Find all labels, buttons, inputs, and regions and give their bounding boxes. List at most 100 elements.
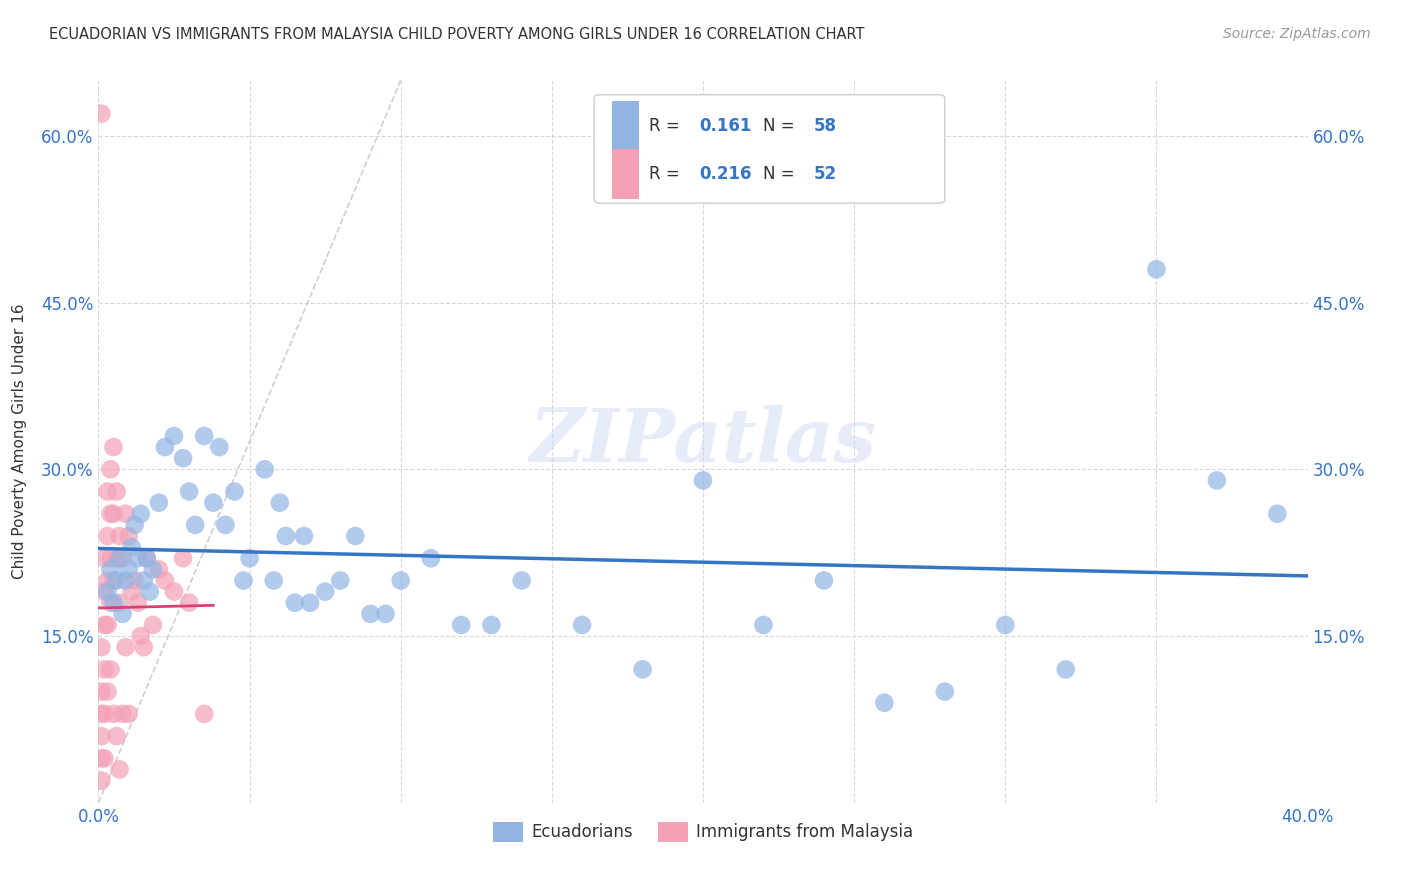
Point <box>153 574 176 588</box>
Point <box>135 551 157 566</box>
Point <box>142 618 165 632</box>
FancyBboxPatch shape <box>613 101 638 151</box>
Point <box>172 551 194 566</box>
Point <box>239 551 262 566</box>
Point <box>163 584 186 599</box>
Point <box>96 584 118 599</box>
Point <box>172 451 194 466</box>
Point <box>118 706 141 721</box>
Point <box>90 773 112 788</box>
Point <box>118 562 141 576</box>
Point <box>299 596 322 610</box>
Point <box>108 551 131 566</box>
Point <box>96 574 118 588</box>
Point <box>692 474 714 488</box>
Point <box>193 706 215 721</box>
Point <box>90 640 112 655</box>
Point <box>96 684 118 698</box>
Point <box>105 574 128 588</box>
Point <box>93 662 115 676</box>
Point <box>127 551 149 566</box>
Text: 58: 58 <box>814 117 837 135</box>
Point <box>1144 262 1167 277</box>
Point <box>329 574 352 588</box>
Point <box>752 618 775 632</box>
Text: ZIPatlas: ZIPatlas <box>530 405 876 478</box>
Text: 0.216: 0.216 <box>699 165 752 183</box>
Point <box>135 551 157 566</box>
Point <box>100 562 122 576</box>
Point <box>108 529 131 543</box>
Point <box>103 574 125 588</box>
Point <box>214 517 236 532</box>
Point <box>103 596 125 610</box>
Point <box>420 551 443 566</box>
Point <box>90 729 112 743</box>
Point <box>129 629 152 643</box>
Point <box>344 529 367 543</box>
Point <box>873 696 896 710</box>
Point <box>90 706 112 721</box>
Point <box>93 551 115 566</box>
Point <box>202 496 225 510</box>
Point <box>184 517 207 532</box>
Point <box>90 751 112 765</box>
Point <box>129 507 152 521</box>
Legend: Ecuadorians, Immigrants from Malaysia: Ecuadorians, Immigrants from Malaysia <box>486 815 920 848</box>
Point <box>193 429 215 443</box>
Point <box>118 529 141 543</box>
Text: R =: R = <box>648 117 685 135</box>
Point <box>374 607 396 621</box>
Point <box>114 574 136 588</box>
Point <box>163 429 186 443</box>
Y-axis label: Child Poverty Among Girls Under 16: Child Poverty Among Girls Under 16 <box>13 304 27 579</box>
Point <box>93 618 115 632</box>
Point <box>510 574 533 588</box>
Point <box>93 584 115 599</box>
Point <box>100 596 122 610</box>
Point <box>179 484 201 499</box>
Point <box>105 484 128 499</box>
Point <box>132 640 155 655</box>
Point <box>1267 507 1289 521</box>
Text: Source: ZipAtlas.com: Source: ZipAtlas.com <box>1223 27 1371 41</box>
Point <box>481 618 503 632</box>
Point <box>111 607 134 621</box>
Point <box>100 551 122 566</box>
Point <box>105 729 128 743</box>
Point <box>1054 662 1077 676</box>
Point <box>153 440 176 454</box>
FancyBboxPatch shape <box>613 149 638 200</box>
Point <box>132 574 155 588</box>
Point <box>124 517 146 532</box>
Point <box>360 607 382 621</box>
Point <box>111 706 134 721</box>
Point <box>100 462 122 476</box>
Point <box>90 684 112 698</box>
Point <box>148 562 170 576</box>
Point <box>103 706 125 721</box>
Point <box>224 484 246 499</box>
Point <box>263 574 285 588</box>
Point <box>389 574 412 588</box>
Point <box>292 529 315 543</box>
Point <box>103 440 125 454</box>
Point <box>90 106 112 120</box>
Point <box>284 596 307 610</box>
Point <box>114 507 136 521</box>
Point <box>127 596 149 610</box>
Text: ECUADORIAN VS IMMIGRANTS FROM MALAYSIA CHILD POVERTY AMONG GIRLS UNDER 16 CORREL: ECUADORIAN VS IMMIGRANTS FROM MALAYSIA C… <box>49 27 865 42</box>
FancyBboxPatch shape <box>595 95 945 203</box>
Point <box>93 706 115 721</box>
Point <box>114 640 136 655</box>
Point <box>232 574 254 588</box>
Point <box>571 618 593 632</box>
Point <box>100 507 122 521</box>
Point <box>253 462 276 476</box>
Point <box>179 596 201 610</box>
Point <box>994 618 1017 632</box>
Point <box>274 529 297 543</box>
Point <box>934 684 956 698</box>
Point <box>96 529 118 543</box>
Point <box>208 440 231 454</box>
